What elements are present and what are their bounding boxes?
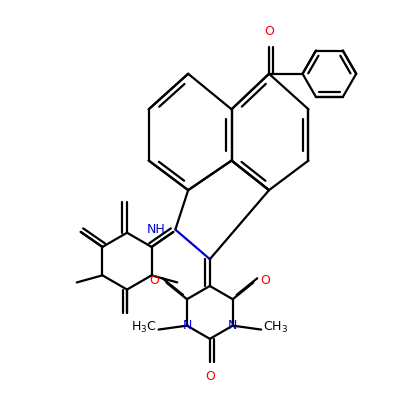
Text: N: N <box>182 319 192 332</box>
Text: O: O <box>260 274 270 287</box>
Text: O: O <box>205 370 215 383</box>
Text: NH: NH <box>147 223 166 236</box>
Text: O: O <box>150 274 159 287</box>
Text: N: N <box>228 319 238 332</box>
Text: CH$_3$: CH$_3$ <box>263 320 288 335</box>
Text: O: O <box>264 25 274 38</box>
Text: H$_3$C: H$_3$C <box>131 320 157 335</box>
